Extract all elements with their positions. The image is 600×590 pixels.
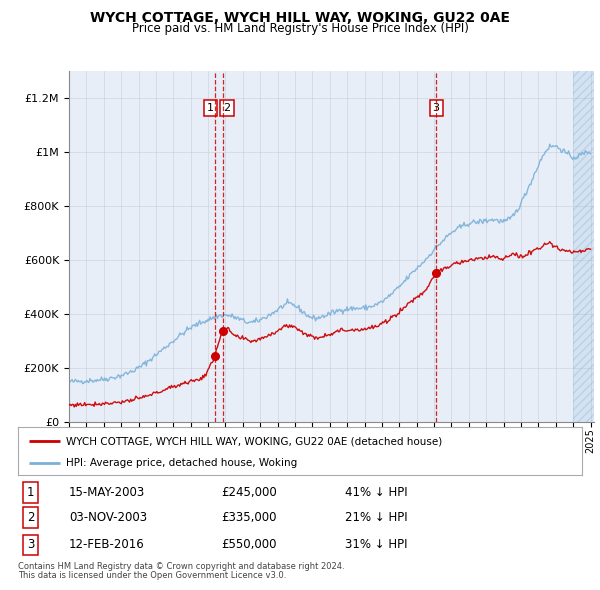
Text: HPI: Average price, detached house, Woking: HPI: Average price, detached house, Woki…	[66, 458, 297, 468]
Text: 12-FEB-2016: 12-FEB-2016	[69, 538, 145, 551]
Text: 3: 3	[433, 103, 440, 113]
Text: 03-NOV-2003: 03-NOV-2003	[69, 511, 147, 525]
Text: 15-MAY-2003: 15-MAY-2003	[69, 486, 145, 499]
Bar	[573, 71, 594, 422]
Text: 2: 2	[26, 511, 34, 525]
Bar	[573, 71, 594, 422]
Text: WYCH COTTAGE, WYCH HILL WAY, WOKING, GU22 0AE: WYCH COTTAGE, WYCH HILL WAY, WOKING, GU2…	[90, 11, 510, 25]
Text: 1: 1	[26, 486, 34, 499]
Text: 2: 2	[224, 103, 230, 113]
Text: This data is licensed under the Open Government Licence v3.0.: This data is licensed under the Open Gov…	[18, 571, 286, 579]
Text: 41% ↓ HPI: 41% ↓ HPI	[345, 486, 408, 499]
Text: 31% ↓ HPI: 31% ↓ HPI	[345, 538, 407, 551]
Text: 21% ↓ HPI: 21% ↓ HPI	[345, 511, 408, 525]
Text: £550,000: £550,000	[221, 538, 277, 551]
Text: £335,000: £335,000	[221, 511, 277, 525]
Text: Price paid vs. HM Land Registry's House Price Index (HPI): Price paid vs. HM Land Registry's House …	[131, 22, 469, 35]
Text: Contains HM Land Registry data © Crown copyright and database right 2024.: Contains HM Land Registry data © Crown c…	[18, 562, 344, 571]
Text: WYCH COTTAGE, WYCH HILL WAY, WOKING, GU22 0AE (detached house): WYCH COTTAGE, WYCH HILL WAY, WOKING, GU2…	[66, 436, 442, 446]
Text: 1: 1	[206, 103, 214, 113]
Text: 3: 3	[27, 538, 34, 551]
Text: £245,000: £245,000	[221, 486, 277, 499]
